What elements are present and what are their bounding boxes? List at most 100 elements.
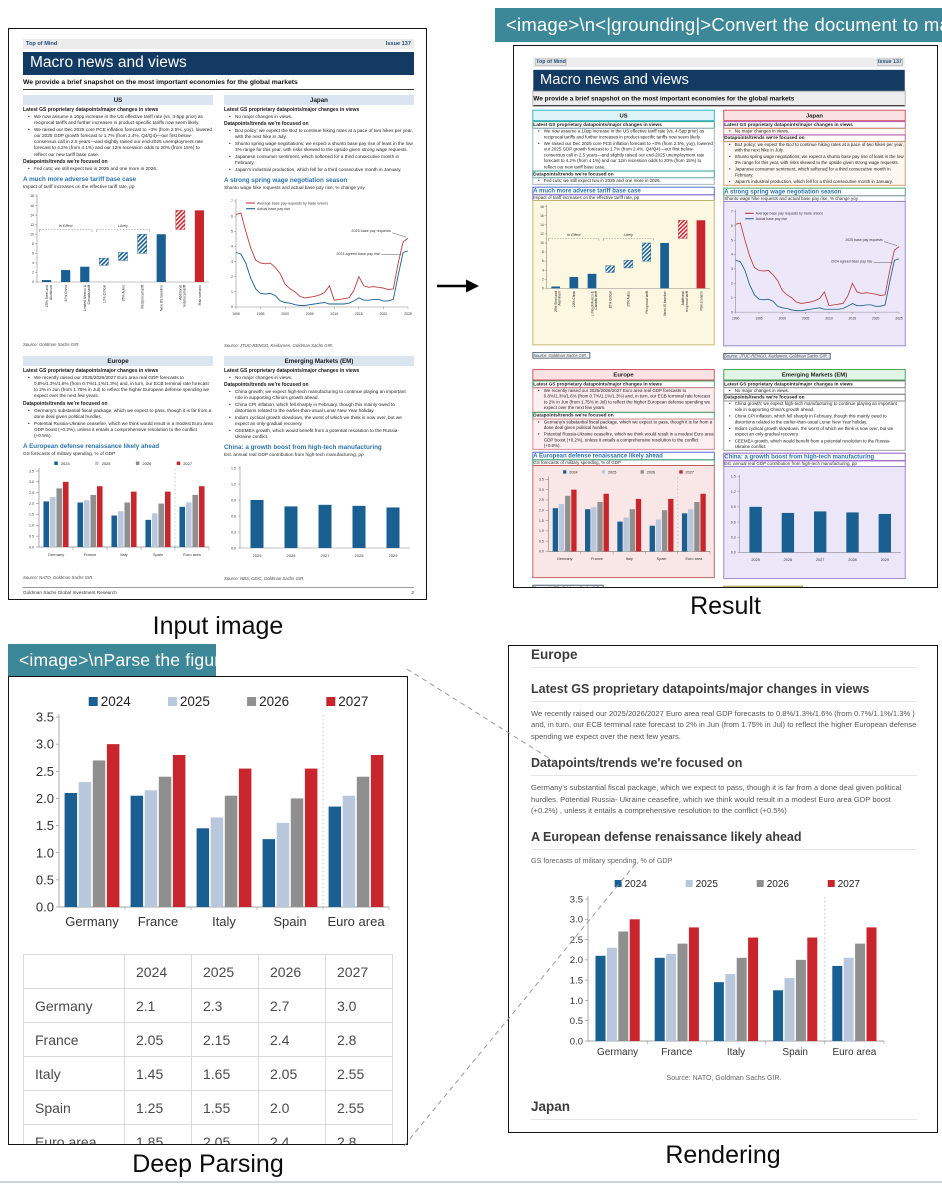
chart-area-defense: 0.0 0.5 1.0 1.5 2.0 2.5 3.0 3.5 Germany France Ita… [23,457,213,574]
svg-text:Germany: Germany [48,552,64,557]
svg-text:1: 1 [731,296,733,300]
table-cell: 1.85 [124,1124,192,1144]
chart-subtitle: Impact of tariff increases on the effect… [532,194,715,201]
svg-text:Spain: Spain [657,557,667,561]
svg-text:Euro area: Euro area [832,1047,876,1058]
svg-text:2028: 2028 [355,553,365,558]
bullet-item: BoJ policy; we expect the BoJ to continu… [729,142,905,154]
svg-text:2: 2 [542,277,544,281]
chart-source: Source: JTUC-RENGO, Keidanren, Goldman S… [723,352,831,360]
chart-title: A European defense renaissance likely ah… [23,443,160,451]
table-cell: 2.55 [325,1090,393,1125]
chart-title: A European defense renaissance likely ah… [532,451,715,461]
svg-text:Spain: Spain [273,914,306,929]
svg-text:2026: 2026 [647,471,655,475]
bullet-item: We now assume a 10pp increase in the US … [28,114,213,127]
svg-text:3: 3 [731,267,733,271]
svg-text:0.6: 0.6 [731,521,736,525]
parsed-chart: 0.0 0.5 1.0 1.5 2.0 2.5 3.0 3.5 Germany France Ita… [13,689,403,946]
svg-text:Spain: Spain [782,1047,808,1058]
svg-text:Likely: Likely [118,224,129,228]
table-header-row: 2024 2025 2026 2027 [23,954,393,989]
svg-text:2.0: 2.0 [29,502,34,506]
chart-subtitle: Shunto wage hike requests and actual bas… [723,195,906,202]
table-cell: France [23,1022,125,1057]
svg-text:2025 base pay requests: 2025 base pay requests [351,229,391,233]
table-cell: 1.45 [124,1056,192,1091]
result-document: Top of Mind Issue 137 Macro news and views… [520,48,919,587]
svg-text:2029: 2029 [881,558,889,562]
masthead-left: Top of Mind [26,41,58,47]
svg-text:10% Critical: 10% Critical [608,291,612,308]
chart-area-tariff: 0 2 4 6 8 10 12 14 16 18 25% Steel andAluminum 20% … [23,190,213,341]
section-header-us: US [532,109,715,122]
svg-text:2010: 2010 [330,312,338,316]
bullet-item: China CPI inflation, which fell sharply … [229,402,414,415]
svg-text:2027: 2027 [816,558,824,562]
chart-title: A much more adverse tariff base case [532,186,715,196]
svg-text:0.5: 0.5 [539,540,544,544]
caption-input-image: Input image [152,612,284,640]
bullet-list: We now assume a 10pp increase in the US … [23,114,213,158]
svg-text:2024 agreed base pay rise: 2024 agreed base pay rise [336,252,380,256]
section-header-europe: Europe [532,369,715,381]
bullet-item: No major changes in views. [729,388,905,394]
svg-text:8: 8 [542,250,544,254]
chart-title: A strong spring wage negotiation season [224,177,348,184]
svg-text:2026: 2026 [142,461,152,466]
caption-rendering: Rendering [665,1141,781,1169]
svg-text:20% China: 20% China [64,285,68,302]
section-japan: Japan Latest GS proprietary datapoints/ma… [723,109,906,363]
svg-text:0.9: 0.9 [231,499,236,503]
chart-source: Source: NATO, Goldman Sachs GIR. [532,584,604,587]
svg-text:2025: 2025 [253,553,263,558]
svg-text:2026: 2026 [784,558,792,562]
svg-text:0.0: 0.0 [29,546,34,550]
table-row: Germany 2.1 2.3 2.7 3.0 [23,988,393,1023]
svg-text:Italy: Italy [727,1047,745,1058]
svg-text:Average base pay requests by t: Average base pay requests by trade union… [756,212,824,216]
svg-text:1.5: 1.5 [231,467,236,471]
md-heading: Japan [531,1099,917,1120]
table-header-cell: 2025 [191,954,259,989]
svg-text:2.0: 2.0 [570,955,583,966]
bullet-list: China growth; we expect high-tech manufa… [723,400,906,452]
svg-text:New US baseline: New US baseline [663,291,667,316]
section-japan: Japan Latest GS proprietary datapoints/ma… [224,95,414,348]
svg-text:2.5: 2.5 [570,935,583,946]
section-header-em: Emerging Markets (EM) [723,369,906,381]
document-title: Macro news and views [533,69,905,92]
svg-text:Actual base pay rise: Actual base pay rise [257,207,290,211]
svg-text:1.5: 1.5 [36,818,54,833]
defense-grouped-bar-chart: 0.0 0.5 1.0 1.5 2.0 2.5 3.0 3.5 Germany France Ita… [570,879,885,1058]
tariff-bar-chart: 0 2 4 6 8 10 12 14 16 18 25% Steel andAluminum 20% … [30,194,209,311]
svg-text:2028: 2028 [848,558,856,562]
svg-text:2027: 2027 [838,879,861,890]
svg-text:25% Steel andAluminum: 25% Steel andAluminum [45,285,53,307]
table-header-cell: 2027 [325,954,393,989]
svg-text:3.5: 3.5 [36,710,54,725]
bullet-item: Potential Russia-Ukraine ceasefire, whic… [28,421,213,440]
svg-text:2.5: 2.5 [539,498,544,502]
svg-text:2026: 2026 [767,879,790,890]
tariff-bar-chart: 0 2 4 6 8 10 12 14 16 18 25% Steel andAluminum 20% … [540,204,710,316]
svg-text:25% Steel andAluminum: 25% Steel andAluminum [554,291,562,312]
svg-text:France: France [138,914,178,929]
svg-text:16: 16 [540,214,544,218]
section-subheading: Latest GS proprietary datapoints/major c… [224,107,360,113]
svg-text:Limited Mexico &Canada tariff: Limited Mexico &Canada tariff [83,284,91,311]
svg-text:Italy: Italy [212,914,236,929]
svg-text:1.5: 1.5 [731,475,736,479]
bullet-item: We recently raised our 2025/2026/2027 Eu… [538,388,714,412]
svg-text:France: France [661,1047,693,1058]
svg-text:0.3: 0.3 [731,536,736,540]
svg-text:2.0: 2.0 [36,791,54,806]
svg-text:Germany: Germany [597,1047,638,1058]
svg-text:Additionalreciprocal tariff: Additionalreciprocal tariff [681,291,689,312]
svg-text:0.5: 0.5 [29,535,34,539]
svg-text:2024 agreed base pay rise: 2024 agreed base pay rise [831,259,872,263]
section-em: Emerging Markets (EM) Latest GS proprieta… [723,369,906,587]
svg-text:1.0: 1.0 [539,529,544,533]
document-masthead: Top of Mind Issue 137 [533,57,905,67]
